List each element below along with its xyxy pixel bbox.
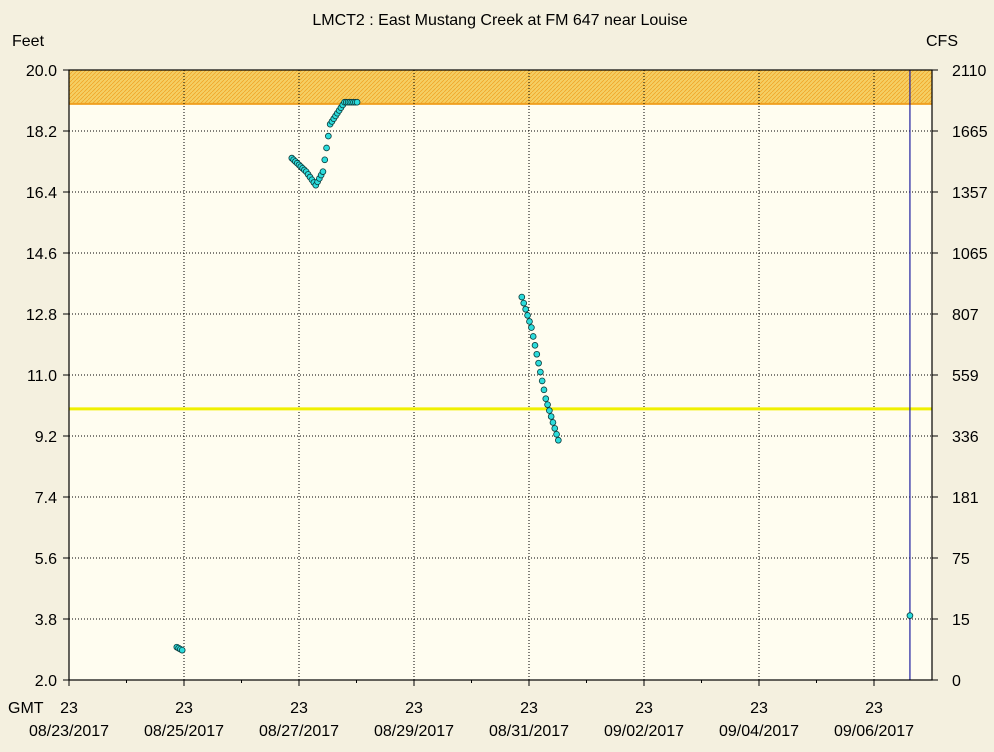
y-right-tick-label: 0: [952, 673, 961, 690]
x-date-label: 08/25/2017: [144, 723, 224, 740]
right-axis-label: CFS: [926, 33, 958, 50]
y-tick-label: 3.8: [35, 612, 57, 629]
y-right-tick-label: 181: [952, 490, 979, 507]
x-date-label: 09/06/2017: [834, 723, 914, 740]
x-day-label: 23: [520, 700, 538, 717]
x-day-label: 23: [865, 700, 883, 717]
data-point: [549, 419, 557, 426]
x-day-label: 23: [635, 700, 653, 717]
y-right-tick-label: 2110: [952, 63, 987, 80]
y-right-tick-label: 807: [952, 307, 979, 324]
data-point: [542, 395, 550, 403]
data-point: [522, 305, 529, 313]
y-right-tick-label: 1357: [952, 185, 988, 202]
data-point: [325, 132, 332, 140]
left-axis-label: Feet: [12, 33, 45, 50]
data-point: [524, 312, 531, 319]
x-date-label: 08/31/2017: [489, 723, 569, 740]
x-day-label: 23: [750, 700, 768, 717]
y-tick-label: 16.4: [26, 185, 57, 202]
y-right-tick-label: 336: [952, 429, 979, 446]
y-tick-label: 18.2: [26, 124, 57, 141]
data-point: [529, 333, 537, 340]
data-point: [520, 299, 528, 307]
data-point: [178, 646, 186, 654]
y-right-tick-label: 1665: [952, 124, 988, 141]
data-point: [538, 377, 546, 385]
flood-band: [69, 70, 932, 104]
series-markers: [173, 98, 914, 654]
data-point: [528, 324, 535, 331]
x-day-label: 23: [290, 700, 308, 717]
data-point: [531, 342, 539, 349]
y-right-tick-label: 75: [952, 551, 970, 568]
y-tick-label: 20.0: [26, 63, 57, 80]
plot-frame: [68, 69, 933, 681]
plot-area: 20.0 2110 18.2 1665 16.4 1357 14.6 1065 12.8 807 1…: [26, 63, 988, 740]
x-date-label: 08/23/2017: [29, 723, 109, 740]
x-date-label: 08/27/2017: [259, 723, 339, 740]
data-point: [547, 413, 555, 420]
x-day-label: 23: [405, 700, 423, 717]
data-point: [906, 612, 914, 619]
y-tick-label: 7.4: [35, 490, 57, 507]
data-point: [553, 431, 560, 438]
data-point: [540, 386, 548, 394]
data-point: [551, 425, 559, 432]
data-point: [526, 318, 533, 325]
data-point: [544, 401, 551, 408]
x-date-label: 08/29/2017: [374, 723, 454, 740]
data-point: [518, 293, 526, 301]
y-tick-label: 9.2: [35, 429, 57, 446]
y-right-tick-label: 559: [952, 368, 979, 385]
data-point: [353, 98, 361, 106]
data-point: [319, 168, 327, 175]
y-tick-label: 11.0: [27, 368, 57, 385]
y-right-tick-label: 1065: [952, 246, 988, 263]
y-tick-label: 12.8: [26, 307, 57, 324]
data-point: [323, 144, 330, 152]
y-tick-label: 2.0: [35, 673, 57, 690]
x-day-label: 23: [175, 700, 193, 717]
chart-title: LMCT2 : East Mustang Creek at FM 647 nea…: [312, 12, 687, 29]
x-day-label: 23: [60, 700, 78, 717]
data-point: [555, 436, 562, 444]
plot-background: [69, 70, 932, 680]
data-point: [546, 407, 553, 414]
x-date-label: 09/02/2017: [604, 723, 684, 740]
timezone-label: GMT: [8, 700, 44, 717]
data-point: [533, 350, 541, 358]
data-point: [537, 368, 544, 376]
y-right-tick-label: 15: [952, 612, 970, 629]
y-tick-label: 14.6: [26, 246, 57, 263]
data-point: [535, 359, 542, 367]
y-tick-label: 5.6: [35, 551, 57, 568]
data-point: [321, 156, 329, 164]
x-date-label: 09/04/2017: [719, 723, 799, 740]
